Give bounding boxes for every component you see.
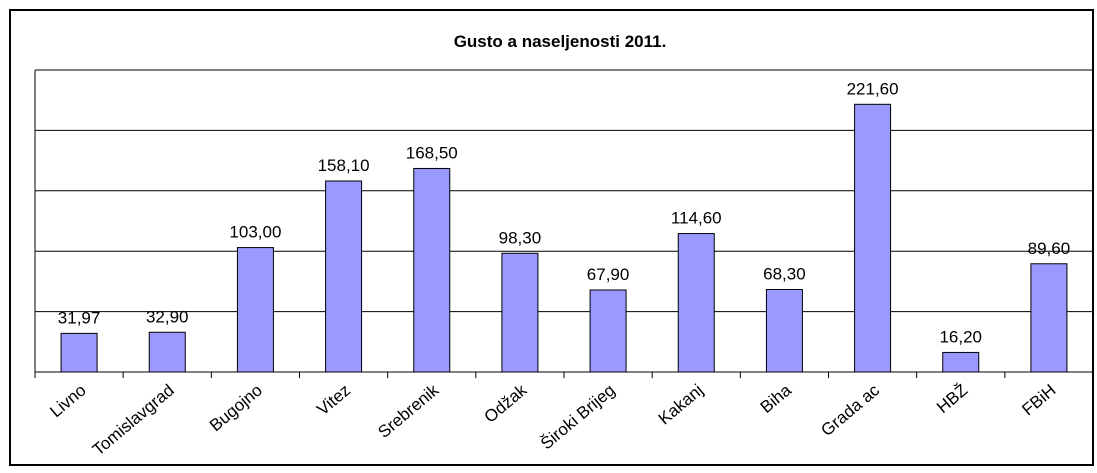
data-label: 98,30 bbox=[499, 228, 542, 247]
bar bbox=[765, 288, 803, 373]
bar bbox=[677, 233, 715, 373]
bar bbox=[60, 332, 98, 373]
data-label: 67,90 bbox=[587, 265, 630, 284]
chart-frame bbox=[9, 9, 1094, 466]
data-label: 32,90 bbox=[146, 307, 189, 326]
bar bbox=[325, 180, 363, 373]
data-label: 114,60 bbox=[671, 209, 722, 228]
bar bbox=[589, 289, 627, 373]
bar bbox=[501, 252, 539, 373]
data-label: 31,97 bbox=[58, 308, 101, 327]
chart-title: Gusto a naseljenosti 2011. bbox=[454, 32, 667, 51]
data-label: 68,30 bbox=[763, 264, 806, 283]
bar bbox=[1030, 263, 1068, 373]
data-label: 16,20 bbox=[939, 327, 982, 346]
bar bbox=[854, 103, 892, 373]
data-label: 221,60 bbox=[847, 79, 899, 98]
bar bbox=[148, 331, 186, 373]
data-label: 168,50 bbox=[406, 143, 458, 162]
bar bbox=[942, 351, 980, 373]
bar bbox=[413, 167, 451, 373]
data-label: 89,60 bbox=[1028, 239, 1071, 258]
data-label: 103,00 bbox=[229, 223, 281, 242]
bar bbox=[236, 247, 274, 373]
data-label: 158,10 bbox=[318, 156, 370, 175]
